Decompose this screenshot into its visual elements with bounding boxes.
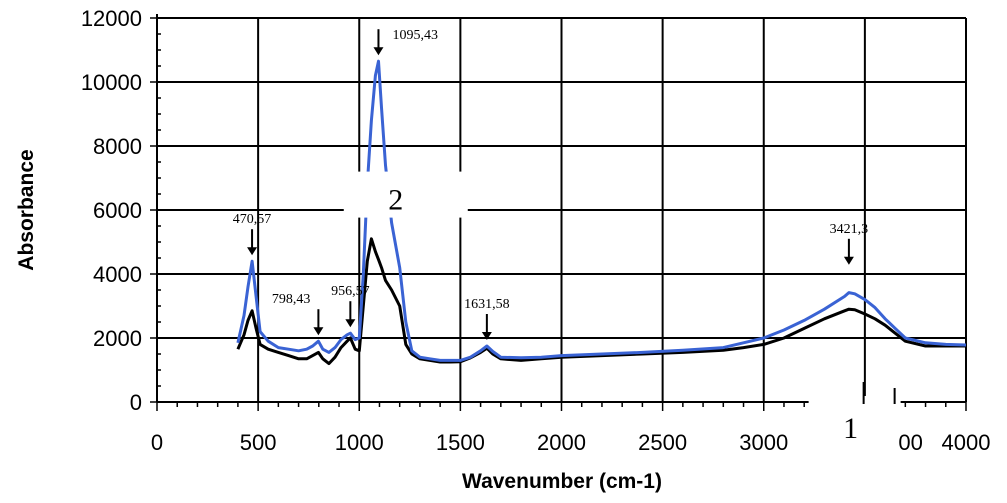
y-tick-label: 6000 [93,198,142,223]
x-tick-label: 2000 [537,430,586,455]
curve-label: 2 [388,184,403,217]
annotation-label: 1095,43 [392,28,438,43]
y-tick-label: 10000 [81,70,142,95]
curve-label-mask [808,396,901,468]
grid [157,17,967,402]
ticks: 0 500 1000 1500 2000 2500 3000 4000 0 2000 4000 600… [81,6,991,455]
x-tick-label: 0 [151,430,163,455]
x-tick-label: 3000 [739,430,788,455]
annotations: 470,57 798,43 956,57 1095,43 1631,58 3421,3 [233,28,868,340]
annotation-label: 1631,58 [464,297,510,312]
series-layer [236,59,967,366]
series-line-2 [236,59,967,362]
y-tick-label: 12000 [81,6,142,31]
annotation-label: 3421,3 [830,222,869,237]
y-tick-label: 8000 [93,134,142,159]
annotation-arrow-head [313,327,324,336]
x-tick-label: 1500 [436,430,485,455]
annotation-arrow-head [843,256,854,265]
label-masks [343,171,901,468]
annotation-arrow-head [373,47,384,56]
y-tick-label: 0 [130,390,142,415]
annotation-label: 470,57 [233,212,272,227]
annotation-label: 956,57 [331,284,370,299]
annotation-arrow-head [247,247,258,256]
annotation-label: 798,43 [272,292,311,307]
y-tick-label: 2000 [93,326,142,351]
curve-label: 1 [843,412,858,445]
x-tick-label: 4000 [942,430,991,455]
x-tick-label: 1000 [335,430,384,455]
x-tick-label-partial: 00 [898,430,922,455]
series-line-1 [236,237,966,366]
x-tick-label: 500 [240,430,277,455]
curve-labels: 2 1 00 [388,184,923,455]
x-tick-label: 2500 [638,430,687,455]
annotation-arrow-head [345,319,356,328]
x-axis-title: Wavenumber (cm-1) [462,470,662,493]
y-axis-title: Absorbance [15,149,38,270]
curve-label-mask [343,171,468,218]
annotation-arrow-head [481,332,492,340]
y-tick-label: 4000 [93,262,142,287]
